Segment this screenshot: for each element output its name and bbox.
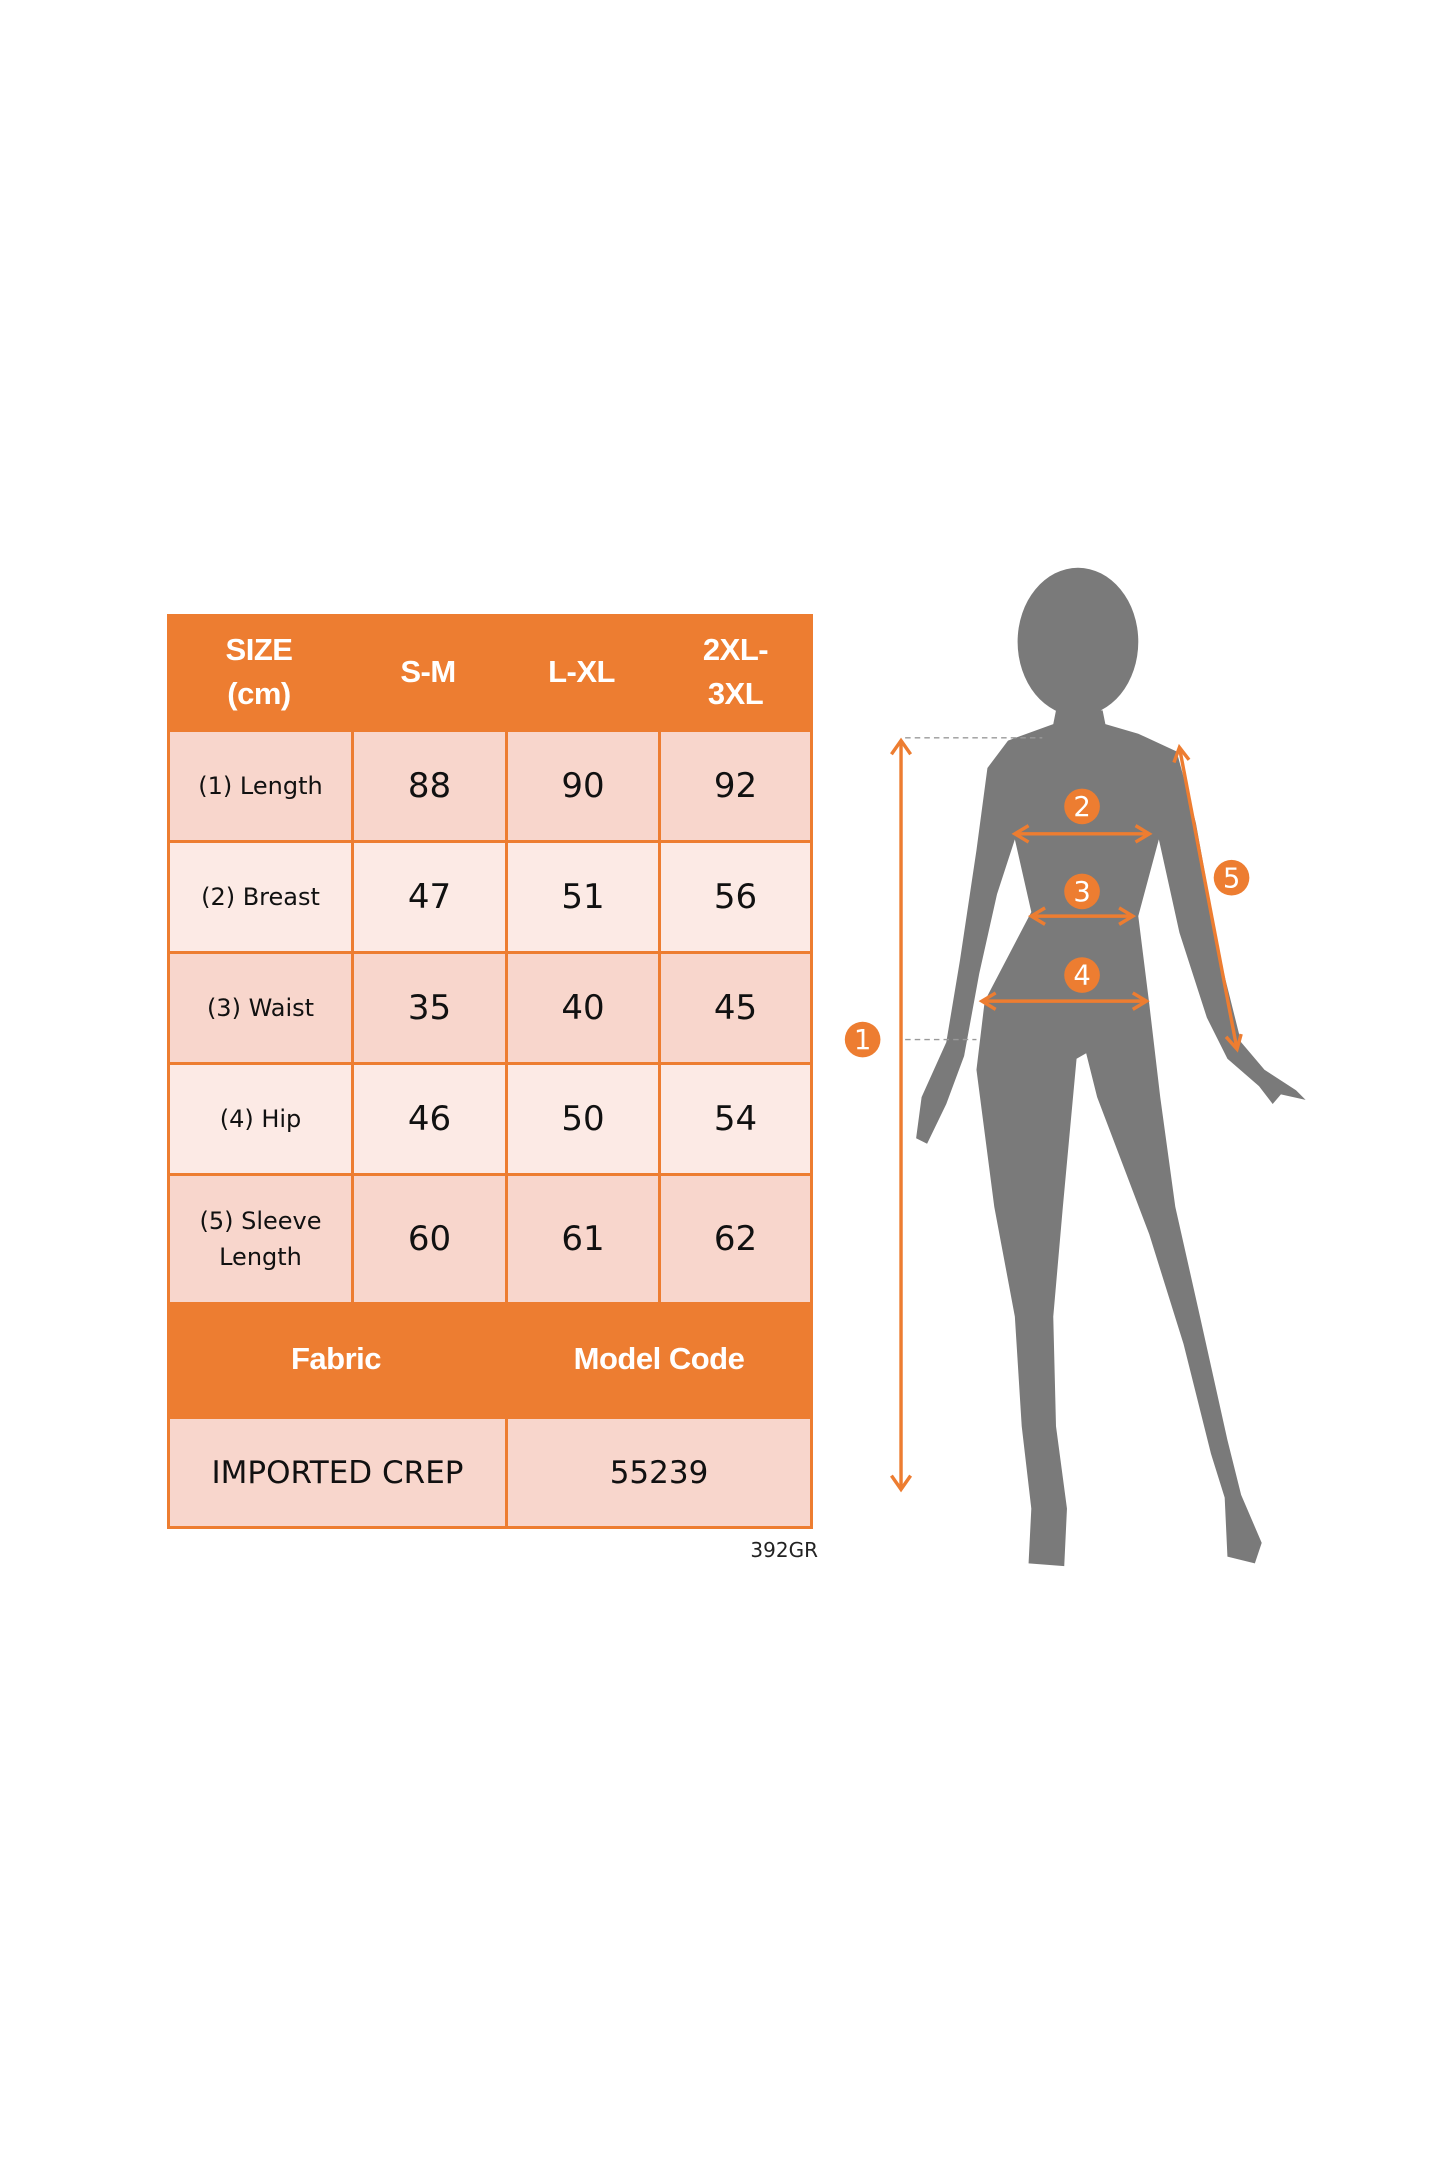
breast-arrow <box>1011 824 1153 844</box>
marker-4-label: 4 <box>1073 961 1090 992</box>
model-code-header: Model Code <box>573 1341 745 1376</box>
size-header: SIZE (cm) <box>225 631 293 711</box>
measurement-value: 50 <box>508 1065 658 1173</box>
row-label: (1) Length <box>170 732 351 840</box>
marker-5: 5 <box>1213 859 1250 896</box>
row-label: (2) Breast <box>170 843 351 951</box>
hip-arrow <box>978 991 1150 1011</box>
silhouette-body <box>916 710 1306 1567</box>
marker-2: 2 <box>1064 788 1100 825</box>
size-s-m-header: S-M <box>400 653 456 689</box>
marker-1: 1 <box>844 1021 881 1058</box>
measurement-value: 35 <box>354 954 505 1062</box>
fabric-header: Fabric <box>290 1341 382 1376</box>
length-arrow <box>890 737 913 1493</box>
row-label: (5) Sleeve Length <box>170 1176 351 1302</box>
model-code-value: 55239 <box>508 1419 810 1526</box>
marker-5-label: 5 <box>1223 863 1240 894</box>
size-l-xl-header: L-XL <box>548 653 615 689</box>
measurement-value: 92 <box>661 732 810 840</box>
marker-2-label: 2 <box>1073 792 1090 823</box>
row-label: (4) Hip <box>170 1065 351 1173</box>
silhouette <box>916 567 1306 1567</box>
measurement-value: 90 <box>508 732 658 840</box>
measurement-value: 61 <box>508 1176 658 1302</box>
footer-code: 392GR <box>750 1538 818 1562</box>
measurement-value: 51 <box>508 843 658 951</box>
measurement-value: 62 <box>661 1176 810 1302</box>
silhouette-head <box>1017 567 1139 716</box>
size-chart-table: SIZE (cm) S-M L-XL 2XL- 3XL (1) Length 88 90 92… <box>167 614 813 1529</box>
measurement-value: 46 <box>354 1065 505 1173</box>
measurement-value: 54 <box>661 1065 810 1173</box>
waist-arrow <box>1027 906 1137 926</box>
marker-1-label: 1 <box>854 1025 871 1056</box>
measurement-value: 47 <box>354 843 505 951</box>
fabric-value: IMPORTED CREP <box>170 1419 505 1526</box>
measurement-markers: 1 2 3 4 5 <box>844 788 1250 1058</box>
marker-4: 4 <box>1064 957 1100 993</box>
row-label: (3) Waist <box>170 954 351 1062</box>
measurement-value: 60 <box>354 1176 505 1302</box>
marker-3-label: 3 <box>1073 877 1090 908</box>
measurement-value: 45 <box>661 954 810 1062</box>
size-2xl-3xl-header: 2XL- 3XL <box>702 631 769 711</box>
measurement-value: 40 <box>508 954 658 1062</box>
measurement-guides <box>890 737 1243 1493</box>
marker-3: 3 <box>1064 873 1100 910</box>
measurement-value: 56 <box>661 843 810 951</box>
sleeve-arrow <box>1172 743 1243 1053</box>
measurement-value: 88 <box>354 732 505 840</box>
